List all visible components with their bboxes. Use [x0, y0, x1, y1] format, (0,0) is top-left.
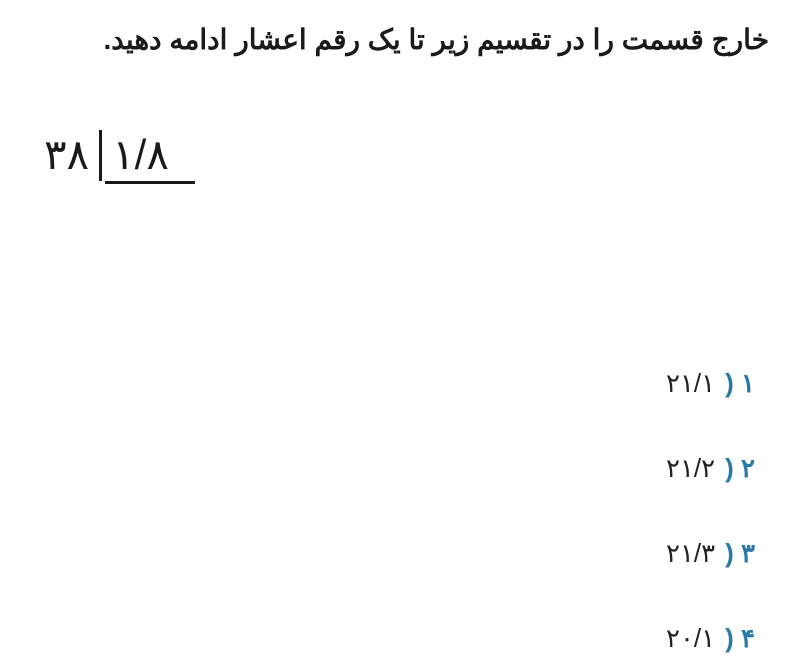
long-division-layout: ۳۸ ۱/۸ [40, 130, 195, 211]
option-3[interactable]: ۳ ( ۲۱/۳ [666, 538, 755, 569]
option-value: ۲۱/۲ [666, 453, 715, 484]
divisor-column: ۱/۸ [99, 130, 195, 211]
option-number: ۴ ( [725, 623, 755, 654]
quotient-line [105, 181, 195, 211]
option-1[interactable]: ۱ ( ۲۱/۱ [666, 368, 755, 399]
option-number: ۲ ( [725, 453, 755, 484]
option-4[interactable]: ۴ ( ۲۰/۱ [666, 623, 755, 654]
option-value: ۲۰/۱ [666, 623, 715, 654]
question-text: خارج قسمت را در تقسیم زیر تا یک رقم اعشا… [0, 0, 799, 63]
option-value: ۲۱/۱ [666, 368, 715, 399]
dividend: ۳۸ [40, 130, 99, 181]
answer-options: ۱ ( ۲۱/۱ ۲ ( ۲۱/۲ ۳ ( ۲۱/۳ ۴ ( ۲۰/۱ [666, 368, 755, 654]
divisor: ۱/۸ [99, 130, 195, 181]
option-value: ۲۱/۳ [666, 538, 715, 569]
option-2[interactable]: ۲ ( ۲۱/۲ [666, 453, 755, 484]
division-problem: ۳۸ ۱/۸ [40, 130, 195, 211]
option-number: ۱ ( [725, 368, 755, 399]
option-number: ۳ ( [725, 538, 755, 569]
